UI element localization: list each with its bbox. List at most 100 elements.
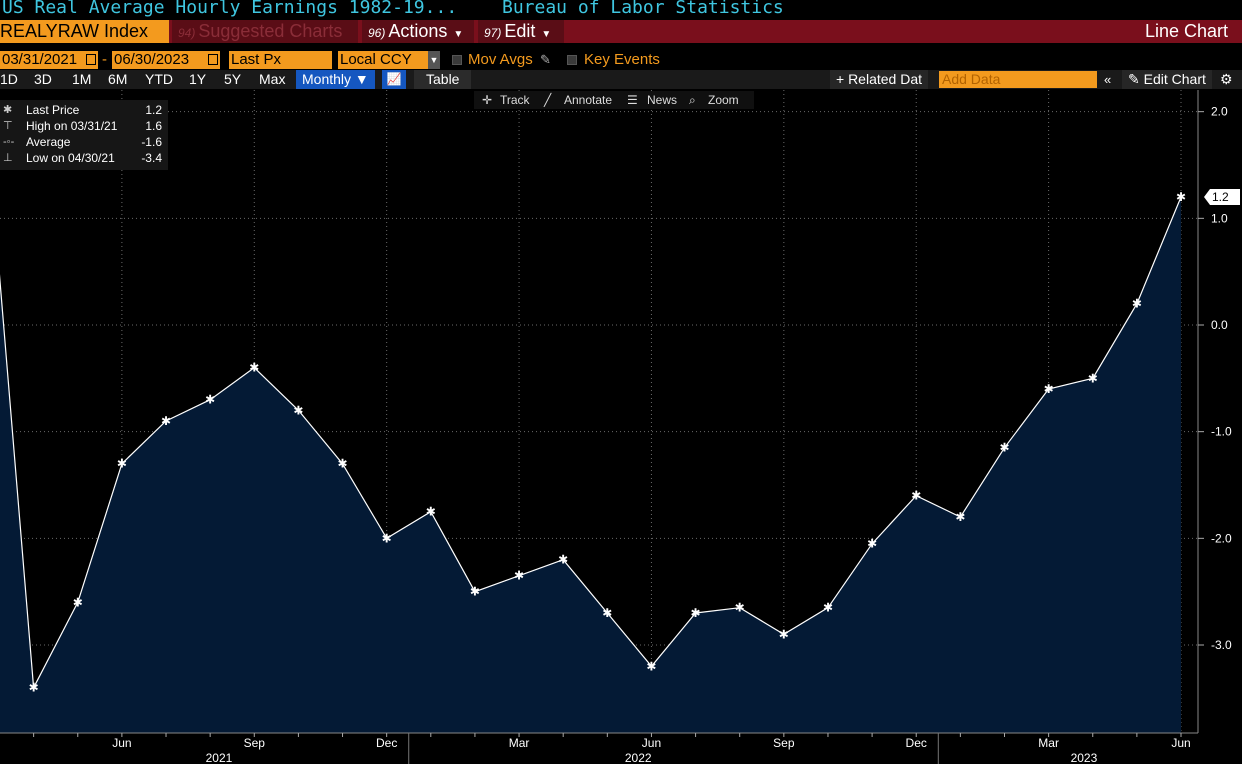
- legend-row: ✱ Last Price 1.2: [0, 102, 168, 118]
- news-button[interactable]: News: [647, 93, 678, 107]
- date-separator: -: [102, 51, 107, 68]
- data-points: ✱ ✱ ✱ ✱ ✱ ✱ ✱ ✱ ✱ ✱ ✱ ✱ ✱ ✱ ✱ ✱ ✱ ✱ ✱ ✱ ✱ ✱ ✱ ✱ ✱ ✱ ✱: [29, 190, 1186, 695]
- y-tick-label: -2.0: [1211, 531, 1232, 545]
- data-point: ✱: [161, 414, 171, 428]
- legend-value: 1.6: [145, 119, 162, 133]
- related-data-button[interactable]: + Related Dat: [830, 70, 928, 89]
- table-button[interactable]: Table: [414, 70, 472, 89]
- legend-label: Average: [26, 135, 71, 149]
- annotate-button[interactable]: Annotate: [564, 93, 613, 107]
- annotate-icon: ╱: [544, 93, 552, 107]
- data-point: ✱: [999, 441, 1009, 455]
- add-data-input[interactable]: Add Data: [939, 71, 1097, 88]
- mov-avgs-label[interactable]: Mov Avgs: [468, 51, 533, 68]
- average-marker-icon: -◦-: [3, 136, 15, 148]
- gear-icon[interactable]: ⚙: [1220, 71, 1233, 87]
- data-point: ✱: [382, 531, 392, 545]
- data-point: ✱: [426, 505, 436, 519]
- legend-value: 1.2: [145, 103, 162, 117]
- data-point: ✱: [779, 627, 789, 641]
- data-point: ✱: [1088, 371, 1098, 385]
- range-5y[interactable]: 5Y: [224, 71, 242, 87]
- caret-down-icon: ▼: [541, 29, 552, 40]
- data-point: ✱: [1044, 382, 1054, 396]
- legend-label: Last Price: [26, 103, 80, 117]
- pencil-icon[interactable]: ✎: [540, 52, 551, 67]
- range-1d[interactable]: 1D: [0, 71, 18, 87]
- legend-panel: ✱ Last Price 1.2 ⊤ High on 03/31/21 1.6 -◦- A…: [0, 100, 168, 170]
- ticker-field[interactable]: REALYRAW Index: [0, 20, 169, 43]
- title-bar: US Real Average Hourly Earnings 1982-19.…: [0, 0, 1242, 20]
- data-point: ✱: [602, 606, 612, 620]
- data-point: ✱: [293, 403, 303, 417]
- data-point: ✱: [249, 361, 259, 375]
- data-point: ✱: [1132, 297, 1142, 311]
- calendar-icon[interactable]: [208, 54, 218, 65]
- chart-tools-bar: ✛ Track ╱ Annotate ☰ News ⌕ Zoom: [474, 91, 754, 109]
- y-tick-label: -1.0: [1211, 425, 1232, 439]
- calendar-icon[interactable]: [86, 54, 96, 65]
- edit-chart-button[interactable]: ✎ Edit Chart: [1122, 70, 1212, 89]
- end-date-value: 06/30/2023: [114, 51, 190, 68]
- low-marker-icon: ⊥: [3, 152, 13, 164]
- y-tick-label: 2.0: [1211, 105, 1228, 119]
- chart-type-label: Line Chart: [1144, 21, 1228, 41]
- y-tick-label: 0.0: [1211, 318, 1228, 332]
- data-point: ✱: [205, 393, 215, 407]
- data-point: ✱: [955, 510, 965, 524]
- edit-label: Edit: [504, 21, 536, 41]
- legend-row: ⊤ High on 03/31/21 1.6: [0, 118, 168, 134]
- legend-label: Low on 04/30/21: [26, 151, 115, 165]
- range-1m[interactable]: 1M: [72, 71, 92, 87]
- data-point: ✱: [1176, 190, 1186, 204]
- end-date-field[interactable]: 06/30/2023: [112, 51, 220, 69]
- line-chart-icon[interactable]: 📈: [382, 70, 406, 89]
- track-button[interactable]: Track: [500, 93, 530, 107]
- data-point: ✱: [691, 606, 701, 620]
- frequency-selector[interactable]: Monthly ▼: [296, 70, 375, 89]
- actions-label: Actions: [388, 21, 448, 41]
- crosshair-icon: ✛: [482, 93, 493, 107]
- range-ytd[interactable]: YTD: [145, 71, 173, 87]
- actions-menu[interactable]: 96) Actions ▼: [362, 20, 474, 43]
- year-label: 2022: [625, 751, 652, 764]
- last-value-box: [1204, 189, 1240, 205]
- collapse-icon[interactable]: «: [1104, 72, 1112, 87]
- field-selector[interactable]: Last Px: [229, 51, 332, 69]
- x-tick-label: Mar: [1038, 736, 1059, 750]
- suggested-charts-number: 94): [178, 26, 196, 40]
- data-point: ✱: [823, 601, 833, 615]
- x-tick-label: Dec: [376, 736, 397, 750]
- suggested-charts-menu[interactable]: 94) Suggested Charts: [172, 20, 358, 43]
- edit-menu[interactable]: 97) Edit ▼: [478, 20, 564, 43]
- start-date-field[interactable]: 03/31/2021: [0, 51, 98, 69]
- range-3d[interactable]: 3D: [34, 71, 52, 87]
- key-events-checkbox[interactable]: [567, 55, 577, 65]
- data-point: ✱: [646, 659, 656, 673]
- x-tick-label: Sep: [244, 736, 266, 750]
- y-tick-label: 1.0: [1211, 211, 1228, 225]
- currency-selector[interactable]: Local CCY ▼: [338, 51, 440, 69]
- mov-avgs-checkbox[interactable]: [452, 55, 462, 65]
- key-events-label[interactable]: Key Events: [584, 51, 660, 68]
- data-point: ✱: [73, 595, 83, 609]
- zoom-button[interactable]: Zoom: [708, 93, 739, 107]
- last-value-label: 1.2: [1204, 189, 1240, 205]
- legend-row: -◦- Average -1.6: [0, 134, 168, 150]
- security-title: US Real Average Hourly Earnings 1982-19.…: [2, 0, 458, 18]
- dropdown-arrow-icon[interactable]: ▼: [428, 51, 440, 69]
- data-point: ✱: [117, 457, 127, 471]
- pencil-icon: ✎: [1128, 71, 1144, 87]
- data-point: ✱: [735, 601, 745, 615]
- start-date-value: 03/31/2021: [2, 51, 78, 68]
- range-max[interactable]: Max: [259, 71, 286, 87]
- edit-chart-label: Edit Chart: [1143, 71, 1206, 87]
- range-1y[interactable]: 1Y: [189, 71, 207, 87]
- news-icon: ☰: [627, 93, 638, 107]
- edit-number: 97): [484, 26, 502, 40]
- range-6m[interactable]: 6M: [108, 71, 128, 87]
- y-axis-ticks: 2.0 1.0 0.0 -1.0 -2.0 -3.0: [1198, 105, 1232, 652]
- data-point: ✱: [558, 553, 568, 567]
- year-label: 2023: [1071, 751, 1098, 764]
